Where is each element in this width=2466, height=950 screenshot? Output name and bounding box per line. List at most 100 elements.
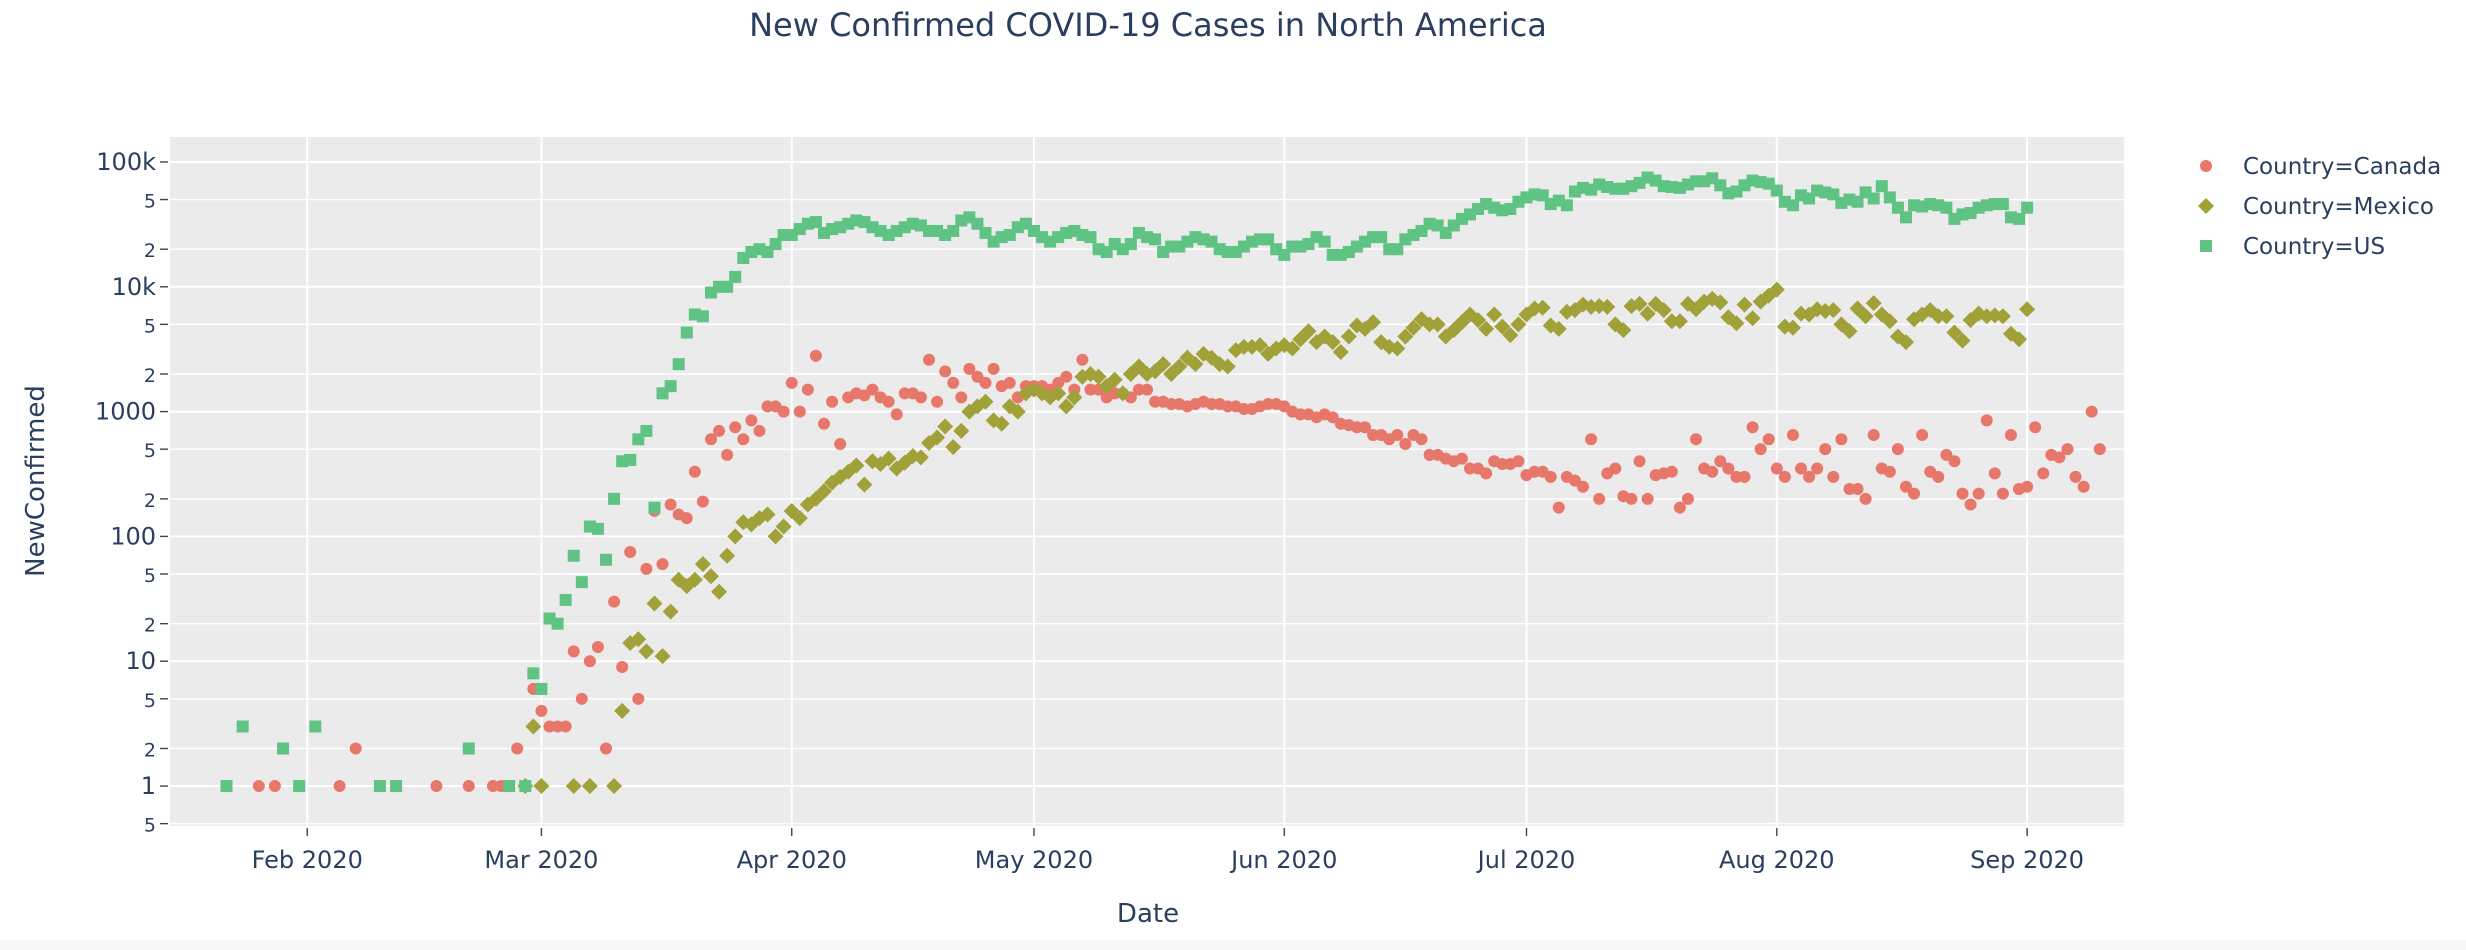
- data-point: [535, 682, 548, 695]
- data-point: [1722, 462, 1735, 475]
- data-point: [559, 720, 572, 733]
- legend-label: Country=Mexico: [2243, 194, 2434, 220]
- data-point: [632, 692, 645, 705]
- legend-marker: [2200, 160, 2212, 172]
- data-point: [662, 603, 679, 620]
- data-point: [608, 595, 621, 608]
- data-point: [2004, 428, 2017, 441]
- data-point: [1714, 455, 1727, 468]
- y-tick-label: 1000: [95, 398, 156, 426]
- data-point: [511, 742, 524, 755]
- footer-strip: [0, 940, 2466, 950]
- data-point: [1980, 414, 1993, 427]
- data-point: [638, 643, 655, 660]
- data-point: [1738, 470, 1751, 483]
- data-point: [591, 641, 604, 654]
- data-point: [680, 512, 693, 525]
- data-point: [1631, 295, 1648, 312]
- data-point: [2037, 467, 2050, 480]
- data-point: [1106, 371, 1123, 388]
- y-tick-label: 2: [144, 739, 156, 761]
- legend-marker: [2198, 198, 2214, 214]
- data-point: [745, 414, 758, 427]
- data-point: [1994, 308, 2011, 325]
- data-point: [1946, 324, 1963, 341]
- data-point: [993, 415, 1010, 432]
- data-point: [1326, 411, 1339, 424]
- data-point: [1633, 455, 1646, 468]
- data-point: [1415, 433, 1428, 446]
- data-point: [1728, 315, 1745, 332]
- data-point: [616, 660, 629, 673]
- data-point: [1389, 340, 1406, 357]
- data-point: [268, 780, 281, 793]
- data-point: [979, 376, 992, 389]
- data-point: [1066, 389, 1083, 406]
- data-point: [591, 522, 604, 535]
- data-point: [1663, 313, 1680, 330]
- data-point: [1510, 316, 1527, 333]
- data-point: [1494, 318, 1511, 335]
- data-point: [1665, 465, 1678, 478]
- y-tick-label: 2: [144, 365, 156, 387]
- y-tick-label: 5: [144, 440, 156, 462]
- data-point: [551, 617, 564, 630]
- data-point: [1641, 492, 1654, 505]
- legend-item[interactable]: Country=Mexico: [2198, 194, 2434, 220]
- data-point: [533, 778, 550, 795]
- data-point: [1746, 421, 1759, 434]
- data-point: [624, 453, 637, 466]
- data-point: [1155, 356, 1172, 373]
- data-point: [1988, 467, 2001, 480]
- data-point: [1762, 433, 1775, 446]
- data-point: [575, 692, 588, 705]
- data-point: [1940, 201, 1953, 214]
- data-point: [656, 558, 669, 571]
- data-point: [880, 450, 897, 467]
- data-point: [293, 780, 306, 793]
- data-point: [769, 238, 782, 251]
- legend-item[interactable]: Country=US: [2200, 234, 2385, 260]
- data-point: [1480, 467, 1493, 480]
- data-point: [430, 780, 443, 793]
- data-point: [1956, 487, 1969, 500]
- data-point: [1421, 316, 1438, 333]
- data-point: [963, 362, 976, 375]
- data-point: [1671, 313, 1688, 330]
- data-point: [955, 391, 968, 404]
- y-tick-label: 2: [144, 240, 156, 262]
- data-point: [727, 528, 744, 545]
- series-0: [252, 349, 2106, 793]
- data-point: [333, 780, 346, 793]
- data-point: [1100, 245, 1113, 258]
- data-point: [929, 429, 946, 446]
- data-point: [767, 528, 784, 545]
- data-point: [1324, 334, 1341, 351]
- data-point: [1405, 319, 1422, 336]
- data-point: [1318, 235, 1331, 248]
- data-point: [1391, 428, 1404, 441]
- data-point: [1706, 465, 1719, 478]
- y-axis-label: NewConfirmed: [21, 385, 51, 577]
- data-point: [503, 780, 516, 793]
- data-point: [672, 358, 685, 371]
- data-point: [600, 553, 613, 566]
- data-point: [1786, 428, 1799, 441]
- x-tick-label: Aug 2020: [1719, 846, 1835, 874]
- data-point: [1736, 296, 1753, 313]
- legend: Country=Canada Country=Mexico Country=US: [2198, 154, 2441, 260]
- data-point: [1908, 487, 1921, 500]
- data-point: [1003, 376, 1016, 389]
- data-point: [1552, 501, 1565, 514]
- data-point: [1359, 421, 1372, 434]
- data-point: [1429, 316, 1446, 333]
- data-point: [1397, 328, 1414, 345]
- data-point: [2011, 331, 2028, 348]
- data-point: [664, 380, 677, 393]
- data-point: [688, 465, 701, 478]
- legend-item[interactable]: Country=Canada: [2200, 154, 2441, 180]
- legend-marker: [2200, 240, 2212, 252]
- data-point: [1712, 294, 1729, 311]
- data-point: [1399, 438, 1412, 451]
- data-point: [818, 417, 831, 430]
